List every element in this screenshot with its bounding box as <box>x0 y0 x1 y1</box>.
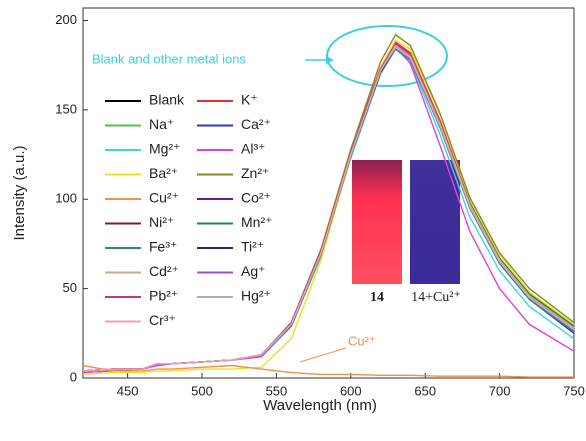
arrow <box>299 347 347 363</box>
legend-label: Cr³⁺ <box>149 312 176 328</box>
annotation: Blank and other metal ions <box>92 51 246 66</box>
legend-label: Pb²⁺ <box>149 288 178 304</box>
y-tick-label: 50 <box>63 280 77 295</box>
legend-label: Zn²⁺ <box>241 165 269 181</box>
legend-label: Na⁺ <box>149 116 174 132</box>
x-tick-label: 700 <box>489 383 511 398</box>
arrow-head <box>326 56 334 64</box>
vial-image <box>352 160 402 284</box>
series-line <box>82 364 574 378</box>
x-tick-label: 600 <box>340 383 362 398</box>
legend-label: K⁺ <box>241 92 258 108</box>
legend-label: Ni²⁺ <box>149 214 174 230</box>
legend-label: Ag⁺ <box>241 263 266 279</box>
plot-frame <box>82 7 575 379</box>
legend-label: Ca²⁺ <box>241 116 271 132</box>
legend-label: Ti²⁺ <box>241 239 264 255</box>
legend-label: Co²⁺ <box>241 190 271 206</box>
vial-image <box>410 160 460 284</box>
x-tick-label: 550 <box>266 383 288 398</box>
legend-label: Cu²⁺ <box>149 190 179 206</box>
y-axis-label: Intensity (a.u.) <box>11 145 28 240</box>
legend-label: Cd²⁺ <box>149 263 179 279</box>
x-axis-label: Wavelength (nm) <box>263 397 377 414</box>
x-tick-label: 450 <box>117 383 139 398</box>
inset-label: 14 <box>370 290 384 305</box>
highlight-ellipse <box>326 25 448 87</box>
y-tick-label: 150 <box>55 101 77 116</box>
y-tick-label: 0 <box>70 369 77 384</box>
series-line <box>82 39 575 376</box>
legend-label: Ba²⁺ <box>149 165 178 181</box>
legend-label: Blank <box>149 92 185 108</box>
legend-label: Fe³⁺ <box>149 239 177 255</box>
y-tick-label: 100 <box>55 191 77 206</box>
legend-label: Al³⁺ <box>241 141 266 157</box>
legend-label: Mn²⁺ <box>241 214 273 230</box>
legend-label: Mg²⁺ <box>149 141 181 157</box>
x-tick-label: 650 <box>414 383 436 398</box>
x-tick-label: 500 <box>191 383 213 398</box>
inset-label: 14+Cu²⁺ <box>411 290 461 305</box>
series-line <box>82 46 575 372</box>
x-tick-label: 750 <box>563 383 585 398</box>
legend-label: Hg²⁺ <box>241 288 271 304</box>
annotation: Cu²⁺ <box>348 333 376 348</box>
y-tick-label: 200 <box>55 12 77 27</box>
